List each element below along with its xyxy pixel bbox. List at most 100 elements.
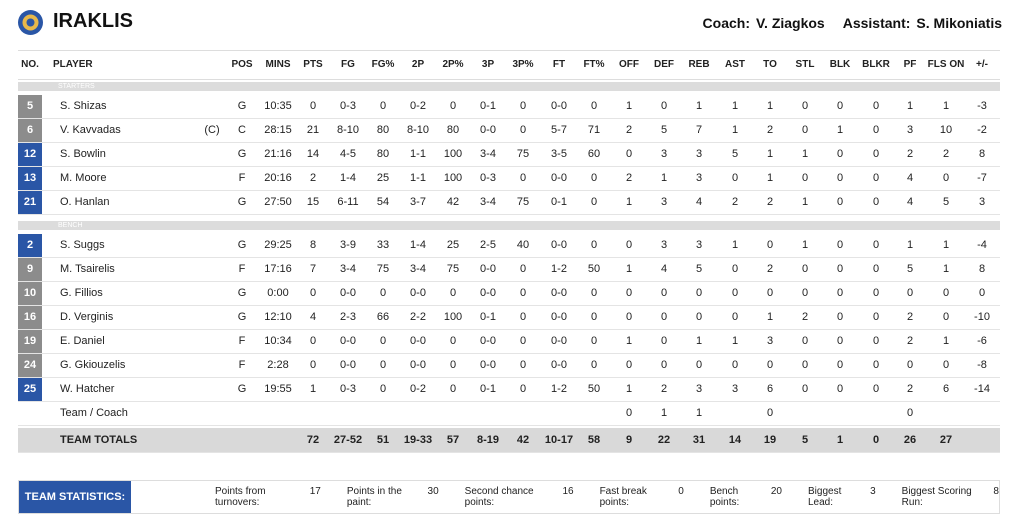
stat-cell: 3 (978, 196, 986, 208)
stat-cell: 0:00 (267, 287, 289, 299)
stat-cell: -6 (977, 335, 987, 347)
stat-cell: 0 (379, 100, 387, 112)
player-row (18, 354, 1000, 378)
stat-cell: 3 (766, 335, 774, 347)
total-cell: 27 (939, 434, 953, 446)
column-header: PTS (303, 59, 323, 70)
stat-cell: 1 (660, 172, 668, 184)
stat-cell: 5 (731, 148, 739, 160)
stat-cell: 0-0 (480, 335, 496, 347)
stat-cell: 3-9 (340, 239, 356, 251)
stat-cell: 42 (446, 196, 460, 208)
stat-cell: 1 (695, 100, 703, 112)
stat-cell: G (237, 311, 247, 323)
stat-cell: 0-1 (480, 383, 496, 395)
stat-cell: 0 (590, 239, 598, 251)
stat-cell: 0 (872, 124, 880, 136)
jersey-number: 12 (18, 143, 42, 166)
stat-cell: 0 (801, 172, 809, 184)
stat-cell: 0 (836, 148, 844, 160)
jersey-number: 19 (18, 330, 42, 353)
column-header: TO (763, 59, 777, 70)
stat-cell: 80 (446, 124, 460, 136)
stat-cell: 5 (695, 263, 703, 275)
stat-cell: 54 (376, 196, 390, 208)
stat-cell: 1-2 (551, 263, 567, 275)
total-cell: 42 (516, 434, 530, 446)
column-header: NO. (21, 59, 39, 70)
jersey-number: 16 (18, 306, 42, 329)
stat-cell: 0 (801, 287, 809, 299)
stat-cell: 0 (766, 359, 774, 371)
player-name: S. Shizas (60, 100, 107, 112)
total-cell: 31 (692, 434, 706, 446)
stat-label: Biggest Scoring Run: (901, 486, 972, 508)
stat-cell: 0 (872, 263, 880, 275)
player-row (18, 234, 1000, 258)
stat-cell: 0-0 (340, 359, 356, 371)
stat-cell: 2 (660, 383, 668, 395)
stat-cell: 0-3 (340, 383, 356, 395)
column-header: STL (795, 59, 815, 70)
stat-cell: 0-0 (410, 287, 426, 299)
stat-cell: 0 (660, 100, 668, 112)
stat-cell: G (237, 100, 247, 112)
stat-cell: 0 (519, 383, 527, 395)
player-name: S. Bowlin (60, 148, 106, 160)
stat-cell: 4 (906, 196, 914, 208)
stat-cell: 2 (906, 311, 914, 323)
total-cell: 9 (625, 434, 633, 446)
total-cell: 0 (872, 434, 880, 446)
stat-cell: 0 (836, 335, 844, 347)
stat-value: 8 (993, 486, 999, 497)
stat-label: Biggest Lead: (808, 486, 842, 508)
stat-cell: 1 (766, 172, 774, 184)
stat-cell: 0 (836, 311, 844, 323)
stat-cell: 80 (376, 148, 390, 160)
column-header: AST (725, 59, 745, 70)
stat-cell: 0-0 (480, 263, 496, 275)
column-header: FT (552, 59, 566, 70)
stat-cell: 0-3 (480, 172, 496, 184)
stat-cell: 0 (309, 335, 317, 347)
stat-cell: 7 (695, 124, 703, 136)
stat-cell: 7 (309, 263, 317, 275)
stat-cell: 0 (379, 383, 387, 395)
stat-cell: 0 (695, 359, 703, 371)
total-cell: 19 (763, 434, 777, 446)
stat-cell: 10:35 (264, 100, 292, 112)
total-cell: 1 (836, 434, 844, 446)
stat-cell: 2 (766, 124, 774, 136)
stat-cell: 5 (942, 196, 950, 208)
section-label: BENCH (18, 221, 1000, 230)
stat-cell: -7 (977, 172, 987, 184)
total-cell: 22 (657, 434, 671, 446)
stat-cell: 1-4 (340, 172, 356, 184)
stat-cell: 8 (978, 263, 986, 275)
stat-cell: 6 (766, 383, 774, 395)
stat-cell: 2 (801, 311, 809, 323)
total-cell: 27-52 (333, 434, 363, 446)
stat-cell: 2-3 (340, 311, 356, 323)
stat-cell: 50 (587, 263, 601, 275)
stat-cell: 0 (906, 407, 914, 419)
stat-cell: 0-0 (480, 287, 496, 299)
stat-cell: 0 (449, 100, 457, 112)
player-name: Team / Coach (60, 407, 128, 419)
stat-cell: 1 (625, 383, 633, 395)
player-name: W. Hatcher (60, 383, 115, 395)
stat-cell: 0 (379, 287, 387, 299)
total-cell: 5 (801, 434, 809, 446)
stat-cell: 0-1 (480, 311, 496, 323)
stat-cell: 0 (801, 335, 809, 347)
stat-cell: F (238, 335, 246, 347)
stat-cell: 25 (446, 239, 460, 251)
stat-cell: 10:34 (264, 335, 292, 347)
stat-cell: 0 (836, 263, 844, 275)
column-header: 2P% (442, 59, 464, 70)
stat-cell: 1 (731, 335, 739, 347)
player-name: O. Hanlan (60, 196, 110, 208)
stat-cell: 60 (587, 148, 601, 160)
stat-cell: 0 (872, 172, 880, 184)
stat-cell: F (238, 172, 246, 184)
